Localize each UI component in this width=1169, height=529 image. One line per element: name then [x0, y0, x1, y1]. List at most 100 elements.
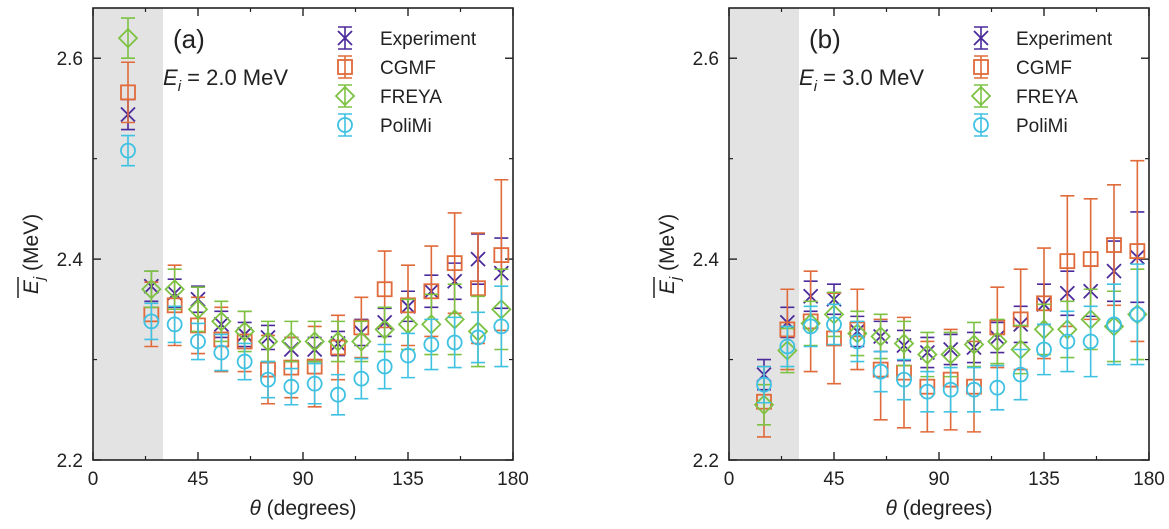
data-point: [260, 371, 276, 388]
error-bar: [284, 367, 299, 406]
data-point: [236, 353, 253, 370]
data-point: [1129, 306, 1146, 323]
data-point: [919, 383, 936, 400]
y-axis-symbol: E: [656, 279, 679, 294]
x-axis-unit: (degrees): [261, 497, 357, 520]
legend-label: CGMF: [1016, 58, 1072, 79]
legend-label: FREYA: [1016, 87, 1078, 108]
error-bar: [377, 343, 392, 390]
data-point: [376, 281, 393, 298]
data-point: [917, 344, 938, 365]
data-point: [327, 331, 349, 352]
data-point: [756, 376, 772, 393]
legend-marker: [970, 85, 992, 107]
error-bar: [191, 322, 205, 361]
error-bar: [1013, 348, 1028, 401]
data-point: [446, 255, 463, 272]
x-tick-label: 0: [88, 469, 99, 490]
error-bar: [943, 366, 958, 413]
data-point: [120, 142, 136, 159]
error-bar: [401, 332, 415, 379]
data-point: [802, 318, 819, 335]
data-point: [351, 331, 372, 352]
data-point: [872, 363, 889, 380]
data-point: [1012, 366, 1029, 383]
error-bar: [967, 366, 981, 413]
error-bar: [920, 331, 935, 378]
error-bar: [1060, 310, 1075, 373]
legend-marker: [337, 117, 353, 133]
error-bar: [214, 333, 229, 372]
legend-label: PoliMi: [380, 116, 432, 137]
legend-label: Experiment: [380, 29, 477, 50]
error-bar: [144, 302, 159, 341]
x-tick-label: 180: [497, 469, 529, 490]
error-bar: [307, 320, 322, 363]
y-axis-label: Ej (MeV): [17, 214, 48, 298]
error-bar: [121, 134, 135, 167]
y-axis-unit: (MeV): [656, 214, 679, 277]
data-point: [989, 379, 1006, 396]
x-tick-label: 45: [823, 469, 844, 490]
plot-frame: [92, 7, 514, 461]
error-bar: [850, 320, 865, 363]
error-bar: [284, 320, 299, 363]
x-tick-label: 180: [1133, 469, 1165, 490]
data-point: [940, 344, 961, 365]
data-point: [353, 370, 370, 387]
data-point: [141, 278, 162, 300]
x-axis-label: θ (degrees): [249, 497, 356, 520]
panel-b: 0 45 90 135 180 2.2 2.4 2.6 (b) Ei = 3.0 MeV Exper…: [653, 7, 1165, 520]
y-axis-label: Ej (MeV): [653, 214, 684, 298]
data-point: [117, 27, 139, 49]
error-bar: [920, 370, 935, 413]
data-point: [470, 329, 486, 346]
data-point: [1129, 243, 1146, 259]
condition-value: = 3.0 MeV: [817, 65, 924, 90]
data-point: [187, 299, 209, 320]
error-bar: [237, 342, 252, 381]
data-point: [1036, 341, 1052, 358]
condition-label: Ei = 2.0 MeV: [163, 65, 288, 95]
error-bar: [990, 364, 1005, 411]
x-tick-label: 45: [187, 469, 208, 490]
legend-marker: [334, 85, 356, 107]
x-tick-label: 90: [292, 469, 313, 490]
y-axis-symbol: E: [20, 279, 43, 294]
condition-sub: i: [178, 78, 182, 95]
data-point: [1106, 316, 1122, 333]
error-bar: [780, 325, 795, 368]
error-bar: [990, 318, 1005, 365]
data-point: [423, 336, 440, 353]
legend-marker: [337, 30, 353, 46]
x-axis-symbol: θ: [885, 497, 897, 520]
error-bar: [471, 311, 485, 364]
data-point: [446, 334, 463, 351]
data-point: [470, 280, 486, 297]
x-tick-label: 135: [392, 469, 424, 490]
legend-marker: [337, 59, 353, 75]
data-point: [376, 358, 393, 375]
data-point: [942, 381, 959, 398]
panel-a: 0 45 90 135 180 2.2 2.4 2.6 (a) Ei = 2.0 MeV Exper…: [17, 7, 529, 520]
data-point: [870, 326, 891, 347]
condition-value: = 2.0 MeV: [181, 65, 288, 90]
data-point: [966, 381, 982, 398]
data-point: [1106, 237, 1122, 253]
y-tick-label: 2.4: [693, 250, 720, 271]
data-point: [164, 278, 185, 300]
error-bar: [331, 320, 345, 363]
data-point: [826, 316, 842, 333]
error-bar: [121, 61, 135, 124]
y-axis-unit: (MeV): [20, 214, 43, 277]
data-point: [211, 311, 232, 332]
data-point: [166, 316, 183, 333]
data-point: [1059, 253, 1076, 270]
data-point: [493, 247, 510, 263]
plot-frame: [728, 7, 1150, 461]
x-axis-unit: (degrees): [897, 497, 993, 520]
error-bar: [803, 305, 818, 348]
error-bar: [494, 285, 509, 368]
y-tick-label: 2.2: [57, 451, 83, 472]
